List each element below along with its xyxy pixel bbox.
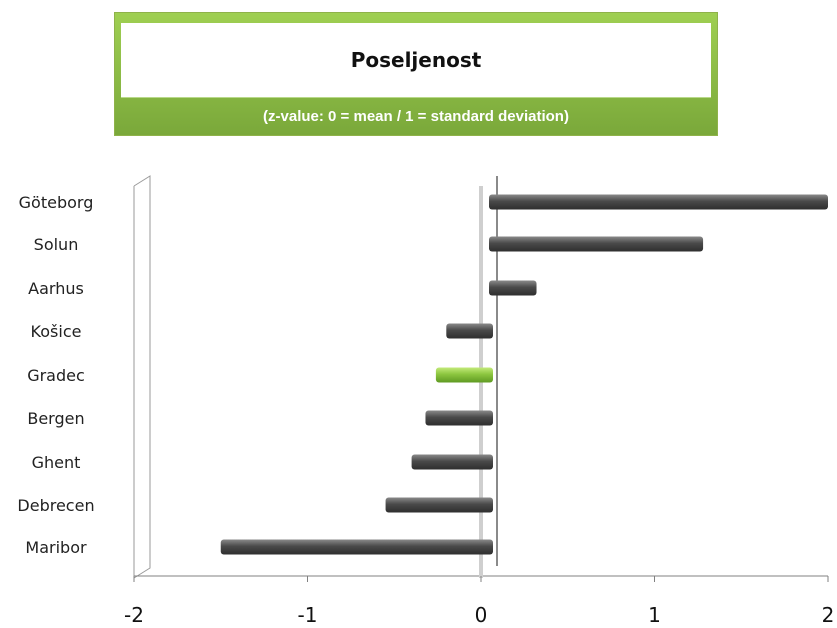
bar-göteborg [489, 194, 828, 210]
bar-bergen [425, 410, 493, 426]
chart-title-panel: Poseljenost [121, 23, 711, 98]
bar-aarhus [489, 280, 537, 296]
category-label: Maribor [25, 538, 87, 557]
x-tick-label: -1 [298, 603, 318, 627]
category-label: Göteborg [19, 193, 94, 212]
x-tick-label: 1 [648, 603, 661, 627]
chart-back-wall [133, 175, 151, 579]
chart-tick-labels: -2 -1 0 1 2 [124, 603, 834, 627]
chart-title: Poseljenost [350, 48, 482, 72]
chart-title-box: Poseljenost (z-value: 0 = mean / 1 = sta… [114, 12, 718, 136]
bar-solun [489, 236, 704, 252]
chart-category-labels: Göteborg Solun Aarhus Košice Gradec Bergen Ghe… [17, 193, 94, 557]
category-label: Aarhus [28, 279, 84, 298]
category-label: Bergen [27, 409, 84, 428]
category-label: Solun [34, 235, 79, 254]
chart-subtitle: (z-value: 0 = mean / 1 = standard deviat… [263, 107, 569, 125]
bar-debrecen [385, 497, 493, 513]
x-tick-label: -2 [124, 603, 144, 627]
category-label: Gradec [27, 366, 85, 385]
chart-bars [220, 194, 828, 555]
x-tick-label: 0 [475, 603, 488, 627]
bar-gradec [435, 367, 493, 383]
bar-ghent [411, 454, 493, 470]
category-label: Debrecen [17, 496, 94, 515]
bar-maribor [220, 539, 493, 555]
category-label: Košice [31, 322, 82, 341]
category-label: Ghent [32, 453, 81, 472]
bar-košice [446, 323, 493, 339]
x-tick-label: 2 [822, 603, 835, 627]
